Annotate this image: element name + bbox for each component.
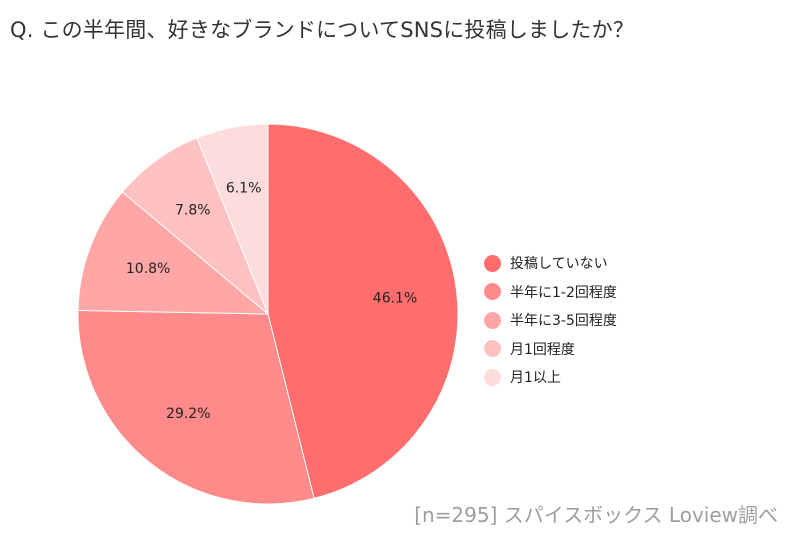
slice-data-label: 29.2% <box>166 406 210 422</box>
legend-swatch-icon <box>484 254 501 272</box>
chart-title: Q. この半年間、好きなブランドについてSNSに投稿しましたか？ <box>10 18 635 42</box>
legend-swatch-icon <box>484 368 501 386</box>
pie-slice <box>77 309 315 505</box>
legend-item: 投稿していない <box>484 249 617 278</box>
legend-item: 月1回程度 <box>484 335 617 364</box>
slice-data-label: 10.8% <box>126 261 170 277</box>
legend-label: 半年に1-2回程度 <box>510 284 617 301</box>
slice-data-label: 7.8% <box>175 202 211 218</box>
slice-data-label: 6.1% <box>226 180 262 196</box>
legend-label: 月1回程度 <box>510 341 575 358</box>
legend-swatch-icon <box>484 340 501 358</box>
pie-slice <box>77 191 270 315</box>
pie-slice <box>267 123 459 499</box>
pie-slice <box>121 137 269 315</box>
legend-swatch-icon <box>484 283 501 301</box>
legend-item: 半年に1-2回程度 <box>484 278 617 307</box>
legend-label: 半年に3-5回程度 <box>510 313 617 330</box>
legend-item: 半年に3-5回程度 <box>484 306 617 335</box>
pie-slice <box>196 123 269 315</box>
legend-label: 投稿していない <box>510 256 608 273</box>
legend-item: 月1以上 <box>484 363 617 392</box>
legend-label: 月1以上 <box>510 370 561 387</box>
legend-swatch-icon <box>484 311 501 329</box>
slice-data-label: 46.1% <box>373 290 417 306</box>
chart-legend: 投稿していない 半年に1-2回程度 半年に3-5回程度 月1回程度 月1以上 <box>484 249 617 392</box>
source-note: [n=295] スパイスボックス Loview調べ <box>414 503 778 527</box>
